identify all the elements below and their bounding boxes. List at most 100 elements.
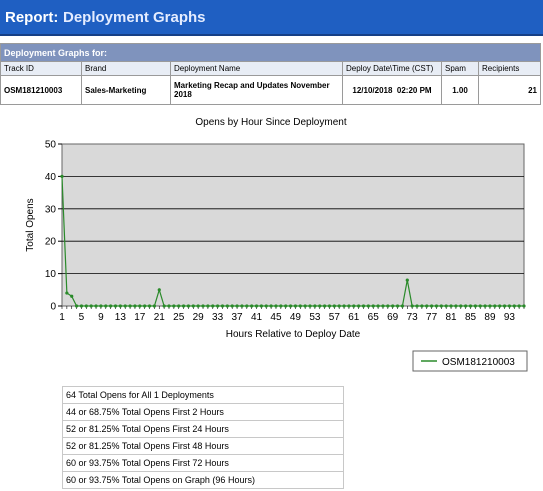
stat-row: 52 or 81.25% Total Opens First 48 Hours [63, 438, 344, 455]
data-point [231, 304, 234, 307]
data-point [201, 304, 204, 307]
data-point [357, 304, 360, 307]
plot-area [62, 144, 524, 306]
stat-row: 60 or 93.75% Total Opens on Graph (96 Ho… [63, 472, 344, 489]
data-point [284, 304, 287, 307]
data-point [94, 304, 97, 307]
y-tick-label: 50 [45, 140, 57, 151]
data-point [167, 304, 170, 307]
col-brand: Brand [82, 62, 171, 76]
data-point [454, 304, 457, 307]
cell-deploy-date: 12/10/2018 [352, 86, 392, 95]
data-point [197, 304, 200, 307]
data-point [109, 304, 112, 307]
data-point [377, 304, 380, 307]
x-tick-label: 41 [251, 312, 263, 323]
data-point [221, 304, 224, 307]
data-point [449, 304, 452, 307]
deployment-section-title: Deployment Graphs for: [1, 44, 541, 62]
x-axis-ticks: 1 5 9 13 17 21 25 29 33 37 41 45 49 53 57 61 65 69 73 77 81 8… [59, 306, 524, 323]
data-point [498, 304, 501, 307]
data-point [294, 304, 297, 307]
data-point [226, 304, 229, 307]
data-point [372, 304, 375, 307]
data-point [182, 304, 185, 307]
legend-entry: OSM181210003 [442, 357, 515, 368]
data-point [216, 304, 219, 307]
data-point [396, 304, 399, 307]
data-point [352, 304, 355, 307]
stat-row: 64 Total Opens for All 1 Deployments [63, 387, 344, 404]
data-point [411, 304, 414, 307]
legend: OSM181210003 [413, 351, 527, 371]
data-point [65, 291, 68, 294]
data-point [318, 304, 321, 307]
x-tick-label: 25 [173, 312, 185, 323]
chart-title: Opens by Hour Since Deployment [195, 117, 346, 128]
data-point [425, 304, 428, 307]
data-point [386, 304, 389, 307]
y-tick-label: 20 [45, 237, 57, 248]
x-tick-label: 49 [290, 312, 302, 323]
page-title: Deployment Graphs [63, 9, 206, 26]
col-track-id: Track ID [1, 62, 82, 76]
data-point [338, 304, 341, 307]
x-tick-label: 17 [134, 312, 146, 323]
data-point [206, 304, 209, 307]
data-point [119, 304, 122, 307]
data-point [328, 304, 331, 307]
data-point [138, 304, 141, 307]
y-tick-label: 0 [50, 302, 56, 313]
data-point [508, 304, 511, 307]
data-point [99, 304, 102, 307]
data-point [347, 304, 350, 307]
data-point [406, 278, 409, 281]
data-point [391, 304, 394, 307]
data-point [235, 304, 238, 307]
data-point [148, 304, 151, 307]
data-point [255, 304, 258, 307]
data-point [474, 304, 477, 307]
y-tick-label: 40 [45, 172, 57, 183]
col-recipients: Recipients [479, 62, 541, 76]
data-point [493, 304, 496, 307]
x-tick-label: 61 [348, 312, 360, 323]
data-point [308, 304, 311, 307]
data-point [522, 304, 525, 307]
data-point [75, 304, 78, 307]
data-point [172, 304, 175, 307]
data-point [60, 175, 63, 178]
x-tick-label: 33 [212, 312, 224, 323]
stats-table: 64 Total Opens for All 1 Deployments 44 … [62, 386, 344, 489]
stat-row: 44 or 68.75% Total Opens First 2 Hours [63, 404, 344, 421]
data-point [469, 304, 472, 307]
data-point [153, 304, 156, 307]
data-point [245, 304, 248, 307]
data-point [483, 304, 486, 307]
y-tick-label: 10 [45, 269, 57, 280]
data-point [381, 304, 384, 307]
data-point [459, 304, 462, 307]
data-point [70, 295, 73, 298]
x-tick-label: 57 [329, 312, 341, 323]
data-point [260, 304, 263, 307]
data-point [240, 304, 243, 307]
x-tick-label: 89 [484, 312, 496, 323]
x-tick-label: 65 [368, 312, 380, 323]
data-point [163, 304, 166, 307]
data-point [80, 304, 83, 307]
cell-brand: Sales-Marketing [82, 76, 171, 105]
x-tick-label: 73 [407, 312, 419, 323]
data-point [488, 304, 491, 307]
data-point [430, 304, 433, 307]
x-tick-label: 1 [59, 312, 65, 323]
x-tick-label: 37 [232, 312, 244, 323]
x-tick-label: 21 [154, 312, 166, 323]
cell-recipients: 21 [479, 76, 541, 105]
data-point [90, 304, 93, 307]
data-point [128, 304, 131, 307]
data-point [513, 304, 516, 307]
data-point [133, 304, 136, 307]
data-point [274, 304, 277, 307]
data-point [479, 304, 482, 307]
